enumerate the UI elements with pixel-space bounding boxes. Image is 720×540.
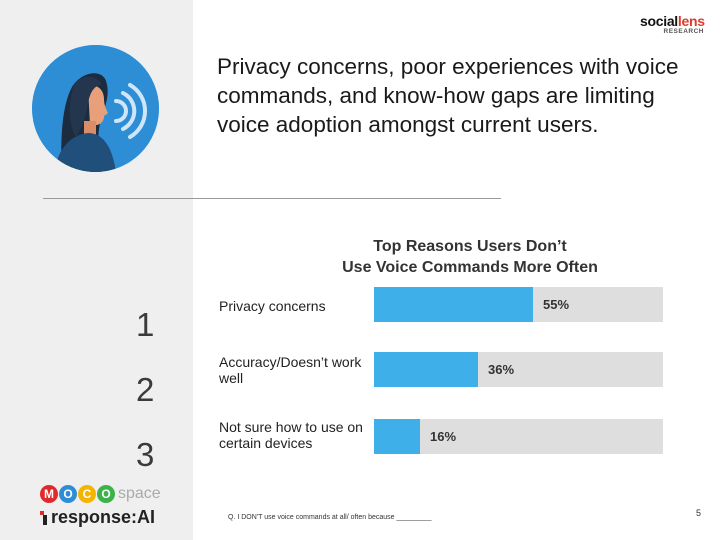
category-label: Accuracy/Doesn’t work well bbox=[219, 354, 362, 386]
page-number: 5 bbox=[696, 508, 702, 518]
bar-value-label: 55% bbox=[543, 297, 570, 312]
bar-value-label: 36% bbox=[488, 362, 515, 377]
survey-question-footnote: Q. I DON'T use voice commands at all/ of… bbox=[228, 514, 432, 521]
logo-research-text: RESEARCH bbox=[663, 28, 704, 35]
logo-social-text: social bbox=[640, 13, 678, 29]
bar bbox=[374, 352, 478, 387]
moco-letter: O bbox=[97, 485, 115, 503]
category-label: Privacy concerns bbox=[219, 298, 326, 314]
response-ai-text: response:AI bbox=[51, 507, 156, 527]
rank-number: 3 bbox=[136, 436, 155, 473]
voice-user-illustration bbox=[32, 45, 159, 172]
mocospace-logo: M O C O space bbox=[40, 484, 161, 504]
chart-title-line-2: Use Voice Commands More Often bbox=[342, 259, 598, 276]
bar-track: 55% bbox=[374, 287, 663, 322]
bar bbox=[374, 287, 533, 322]
moco-space-text: space bbox=[118, 485, 161, 502]
chart-title-line-1: Top Reasons Users Don’t bbox=[373, 238, 567, 255]
moco-letter: O bbox=[59, 485, 77, 503]
bar-value-label: 16% bbox=[430, 429, 457, 444]
bar bbox=[374, 419, 420, 454]
slide-headline: Privacy concerns, poor experiences with … bbox=[217, 54, 679, 137]
chart-title: Top Reasons Users Don’t Use Voice Comman… bbox=[280, 236, 660, 278]
social-lens-research-logo: sociallens RESEARCH bbox=[640, 13, 705, 38]
response-ai-logo: response:AI bbox=[40, 507, 155, 528]
bar-track: 36% bbox=[374, 352, 663, 387]
logo-lens-text: lens bbox=[677, 13, 705, 29]
rank-number: 2 bbox=[136, 371, 155, 408]
bar-track: 16% bbox=[374, 419, 663, 454]
rank-number: 1 bbox=[136, 306, 155, 343]
moco-letter: M bbox=[40, 485, 58, 503]
response-mark-icon bbox=[40, 510, 48, 525]
headline-divider bbox=[43, 198, 501, 199]
category-label: Not sure how to use on certain devices bbox=[219, 419, 363, 451]
woman-speaking-icon bbox=[32, 45, 159, 172]
moco-letter: C bbox=[78, 485, 96, 503]
